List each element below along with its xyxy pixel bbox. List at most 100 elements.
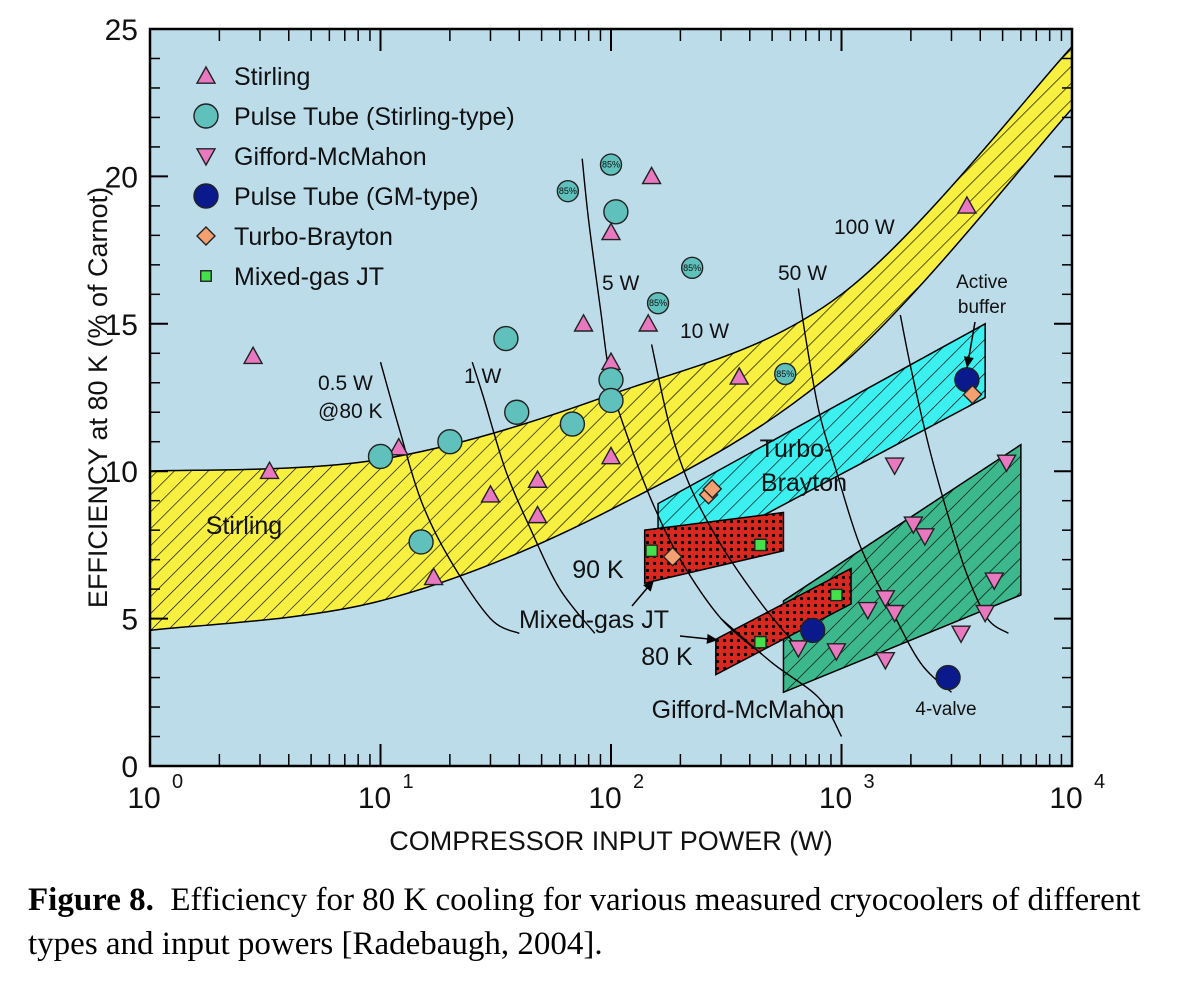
pt_stirling-point (599, 153, 623, 176)
iso-power-line-2 (581, 158, 763, 655)
x-tick-exponent: 4 (1094, 771, 1105, 793)
gm-point (788, 640, 809, 659)
marker-85-percent-label: 85% (559, 186, 577, 196)
stirling-point (259, 460, 280, 480)
label-10w: 10 W (680, 320, 729, 343)
x-tick-exponent: 3 (864, 771, 875, 793)
pt_stirling-point (556, 179, 580, 203)
jt-point (830, 588, 843, 602)
label-50w: 50 W (778, 262, 827, 285)
band-label-stirling: Stirling (206, 512, 282, 540)
stirling_band-texture (150, 46, 1072, 631)
jt-point (754, 635, 767, 649)
pt_stirling-point (437, 429, 463, 455)
x-tick-base: 10 (588, 782, 621, 815)
label-4-valve: 4-valve (915, 699, 976, 720)
band-label-brayton: Brayton (761, 469, 847, 497)
legend-gm-label: Gifford-McMahon (234, 143, 427, 171)
legend-jt-marker (200, 270, 212, 282)
stirling-point (423, 566, 444, 586)
jt-80k-arrow-head (706, 633, 718, 644)
turbo-point (662, 546, 683, 567)
turbo_band-texture (658, 323, 986, 572)
gm-point (875, 590, 896, 609)
band-label-80k: 80 K (641, 643, 693, 671)
band-label-90k: 90 K (572, 556, 624, 584)
gm-point (857, 601, 878, 621)
figure-caption: Figure 8. Efficiency for 80 K cooling fo… (28, 878, 1188, 966)
gm-point (974, 604, 996, 624)
pt_stirling-point (774, 362, 797, 386)
iso-power-line-6 (720, 618, 843, 737)
jt90_band-texture (644, 512, 784, 584)
legend-pt_stirling-label: Pulse Tube (Stirling-type) (234, 103, 515, 131)
pt_stirling-point (646, 291, 670, 315)
iso-power-line-3 (650, 344, 799, 649)
turbo-point (702, 478, 723, 499)
jt-point (645, 544, 658, 558)
band-label-mixed-gas-jt: Mixed-gas JT (519, 606, 669, 634)
plot-frame (148, 27, 1074, 768)
x-tick-label: 10 4 (1049, 771, 1105, 815)
legend-turbo-marker (196, 226, 216, 246)
stirling-point (638, 313, 659, 332)
gm-point (903, 516, 924, 535)
label-5w: 5 W (602, 272, 640, 295)
label-0-5w: 0.5 W (318, 372, 373, 395)
legend-turbo-label: Turbo-Brayton (234, 223, 393, 251)
jt-point (754, 538, 767, 552)
x-tick-base: 10 (819, 782, 852, 815)
y-tick-label: 0 (121, 751, 138, 784)
legend-stirling-label: Stirling (234, 63, 310, 91)
band-label-gifford-mcmahon: Gifford-McMahon (652, 696, 845, 724)
stirling-point (388, 437, 409, 456)
gm-point (950, 625, 972, 644)
pt_gm-point (935, 664, 961, 691)
stirling-point (600, 221, 622, 241)
legend-pt_gm-marker (193, 183, 219, 209)
gm-point (826, 643, 847, 662)
label-1w: 1 W (464, 365, 502, 388)
x-tick-base: 10 (127, 782, 160, 815)
pt_stirling-point (598, 387, 624, 414)
y-tick-label: 25 (105, 14, 138, 47)
label-buffer: buffer (958, 297, 1007, 318)
iso-power-line-0 (379, 361, 520, 634)
pt_stirling-point (504, 399, 530, 425)
pt_stirling-point (680, 256, 704, 279)
stirling-point (242, 345, 264, 365)
jt-90k-arrow-head (643, 580, 654, 592)
stirling-point (600, 446, 622, 465)
stirling-point (729, 366, 750, 385)
legend-pt_gm-label: Pulse Tube (GM-type) (234, 183, 479, 211)
figure-label: Figure 8. (28, 882, 154, 918)
iso-power-line-1 (471, 361, 596, 634)
stirling-point (956, 195, 978, 214)
marker-85-percent-label: 85% (683, 263, 701, 273)
active-buffer-arrow-head (963, 356, 974, 368)
pt_stirling-point (408, 529, 434, 555)
legend-gm-marker (195, 148, 217, 167)
y-axis-label: EFFICIENCY at 80 K (% of Carnot) (83, 187, 113, 608)
gm-point (914, 528, 936, 547)
x-tick-label: 10 3 (819, 771, 875, 815)
stirling-point (641, 165, 662, 185)
pt_gm-point (800, 617, 826, 644)
y-tick-label: 15 (105, 309, 138, 342)
x-tick-exponent: 0 (172, 771, 183, 793)
marker-85-percent-label: 85% (776, 369, 794, 379)
legend-pt_stirling-marker (193, 103, 219, 129)
gm-point (884, 604, 905, 624)
x-tick-base: 10 (1049, 782, 1082, 815)
gm-point (875, 651, 896, 671)
stirling-point (480, 484, 501, 503)
x-tick-base: 10 (358, 782, 391, 815)
label-at-80k: @80 K (318, 400, 383, 423)
jt80_band-texture (715, 568, 852, 675)
legend-stirling-marker (195, 65, 217, 84)
figure-caption-text: Efficiency for 80 K cooling for various … (28, 882, 1141, 962)
x-tick-label: 10 0 (127, 771, 183, 815)
legend-jt-label: Mixed-gas JT (234, 263, 384, 291)
label-active: Active (956, 272, 1008, 293)
pt_stirling-point (603, 199, 629, 225)
